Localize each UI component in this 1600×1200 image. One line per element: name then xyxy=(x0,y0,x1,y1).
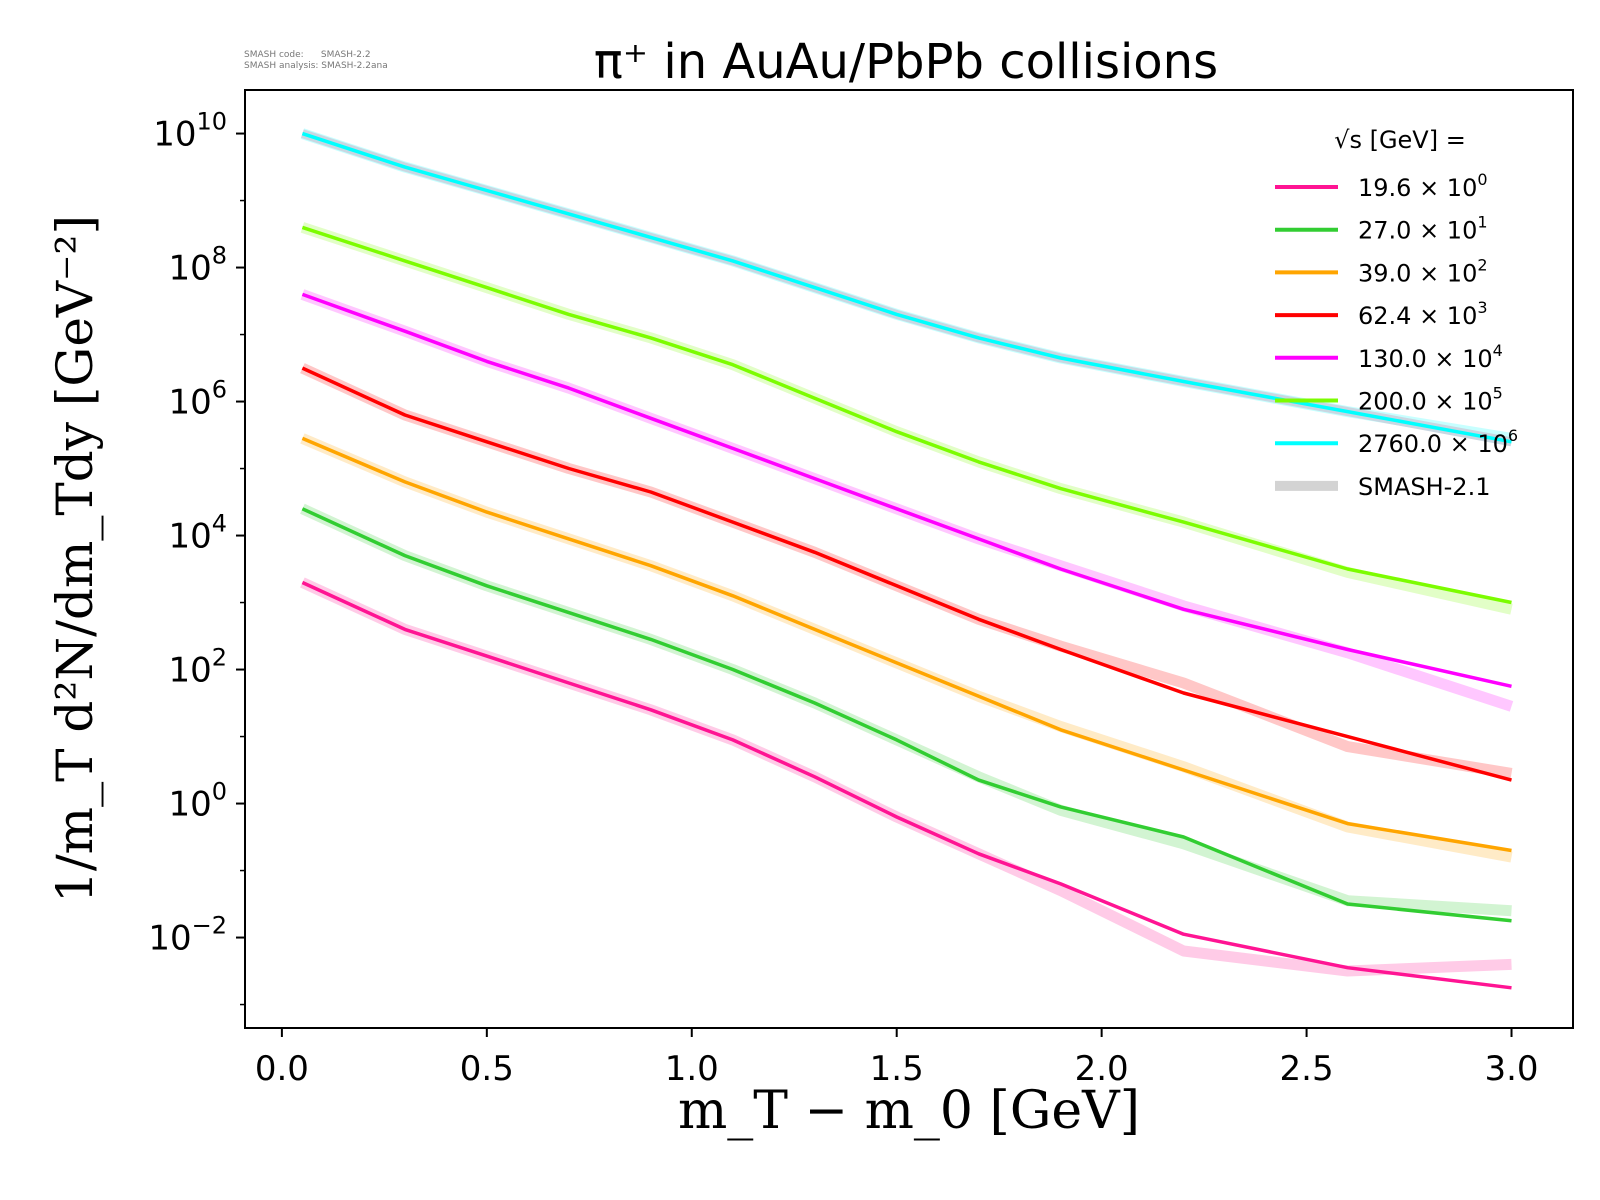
legend-label-39_0: 39.0 × 102 xyxy=(1358,255,1488,287)
y-tick-label: 104 xyxy=(168,510,227,557)
series-line-2760_0 xyxy=(301,131,1512,444)
x-tick-label: 3.0 xyxy=(1484,1049,1538,1089)
legend-label-62_4: 62.4 × 103 xyxy=(1358,298,1488,330)
legend-label-27_0: 27.0 × 101 xyxy=(1358,213,1488,245)
smash-analysis-version: SMASH analysis: SMASH-2.2ana xyxy=(244,61,388,71)
x-tick-label: 0.5 xyxy=(460,1049,514,1089)
x-tick-label: 1.5 xyxy=(870,1049,924,1089)
smash-code-version: SMASH code: SMASH-2.2 xyxy=(244,50,371,60)
y-tick-label: 100 xyxy=(168,778,227,825)
legend-title: √s [GeV] = xyxy=(1334,126,1466,154)
plot-frame xyxy=(244,89,1574,1029)
legend-label-19_6: 19.6 × 100 xyxy=(1358,170,1488,202)
reference-band-19_6 xyxy=(300,577,1512,977)
smash-version-note: SMASH code: SMASH-2.2 SMASH analysis: SM… xyxy=(244,50,388,72)
series-line-39_0 xyxy=(301,436,1512,853)
series-line-27_0 xyxy=(301,507,1512,923)
legend-label-130_0: 130.0 × 104 xyxy=(1358,341,1503,373)
legend-label-reference: SMASH-2.1 xyxy=(1358,473,1490,501)
x-tick-label: 1.0 xyxy=(665,1049,719,1089)
series-line-19_6 xyxy=(301,580,1512,990)
series-line-200_0 xyxy=(301,225,1512,605)
y-tick-label: 1010 xyxy=(153,108,227,155)
x-axis-label: m_T − m_0 [GeV] xyxy=(678,1081,1140,1141)
x-tick-label: 2.5 xyxy=(1280,1049,1334,1089)
x-tick-label: 0.0 xyxy=(255,1049,309,1089)
reference-band-200_0 xyxy=(300,222,1513,615)
chart-title: π⁺ in AuAu/PbPb collisions xyxy=(594,34,1218,90)
series-line-130_0 xyxy=(301,292,1512,689)
y-tick-label: 10−2 xyxy=(148,912,227,959)
y-axis-label: 1/m_T d²N/dm_Tdy [GeV⁻²] xyxy=(46,215,104,903)
x-tick-label: 2.0 xyxy=(1075,1049,1129,1089)
legend-label-200_0: 200.0 × 105 xyxy=(1358,384,1503,416)
y-tick-label: 108 xyxy=(168,242,227,289)
series-line-62_4 xyxy=(301,366,1512,782)
legend-label-2760_0: 2760.0 × 106 xyxy=(1358,426,1518,458)
y-tick-label: 106 xyxy=(168,376,227,423)
y-tick-label: 102 xyxy=(168,644,227,691)
